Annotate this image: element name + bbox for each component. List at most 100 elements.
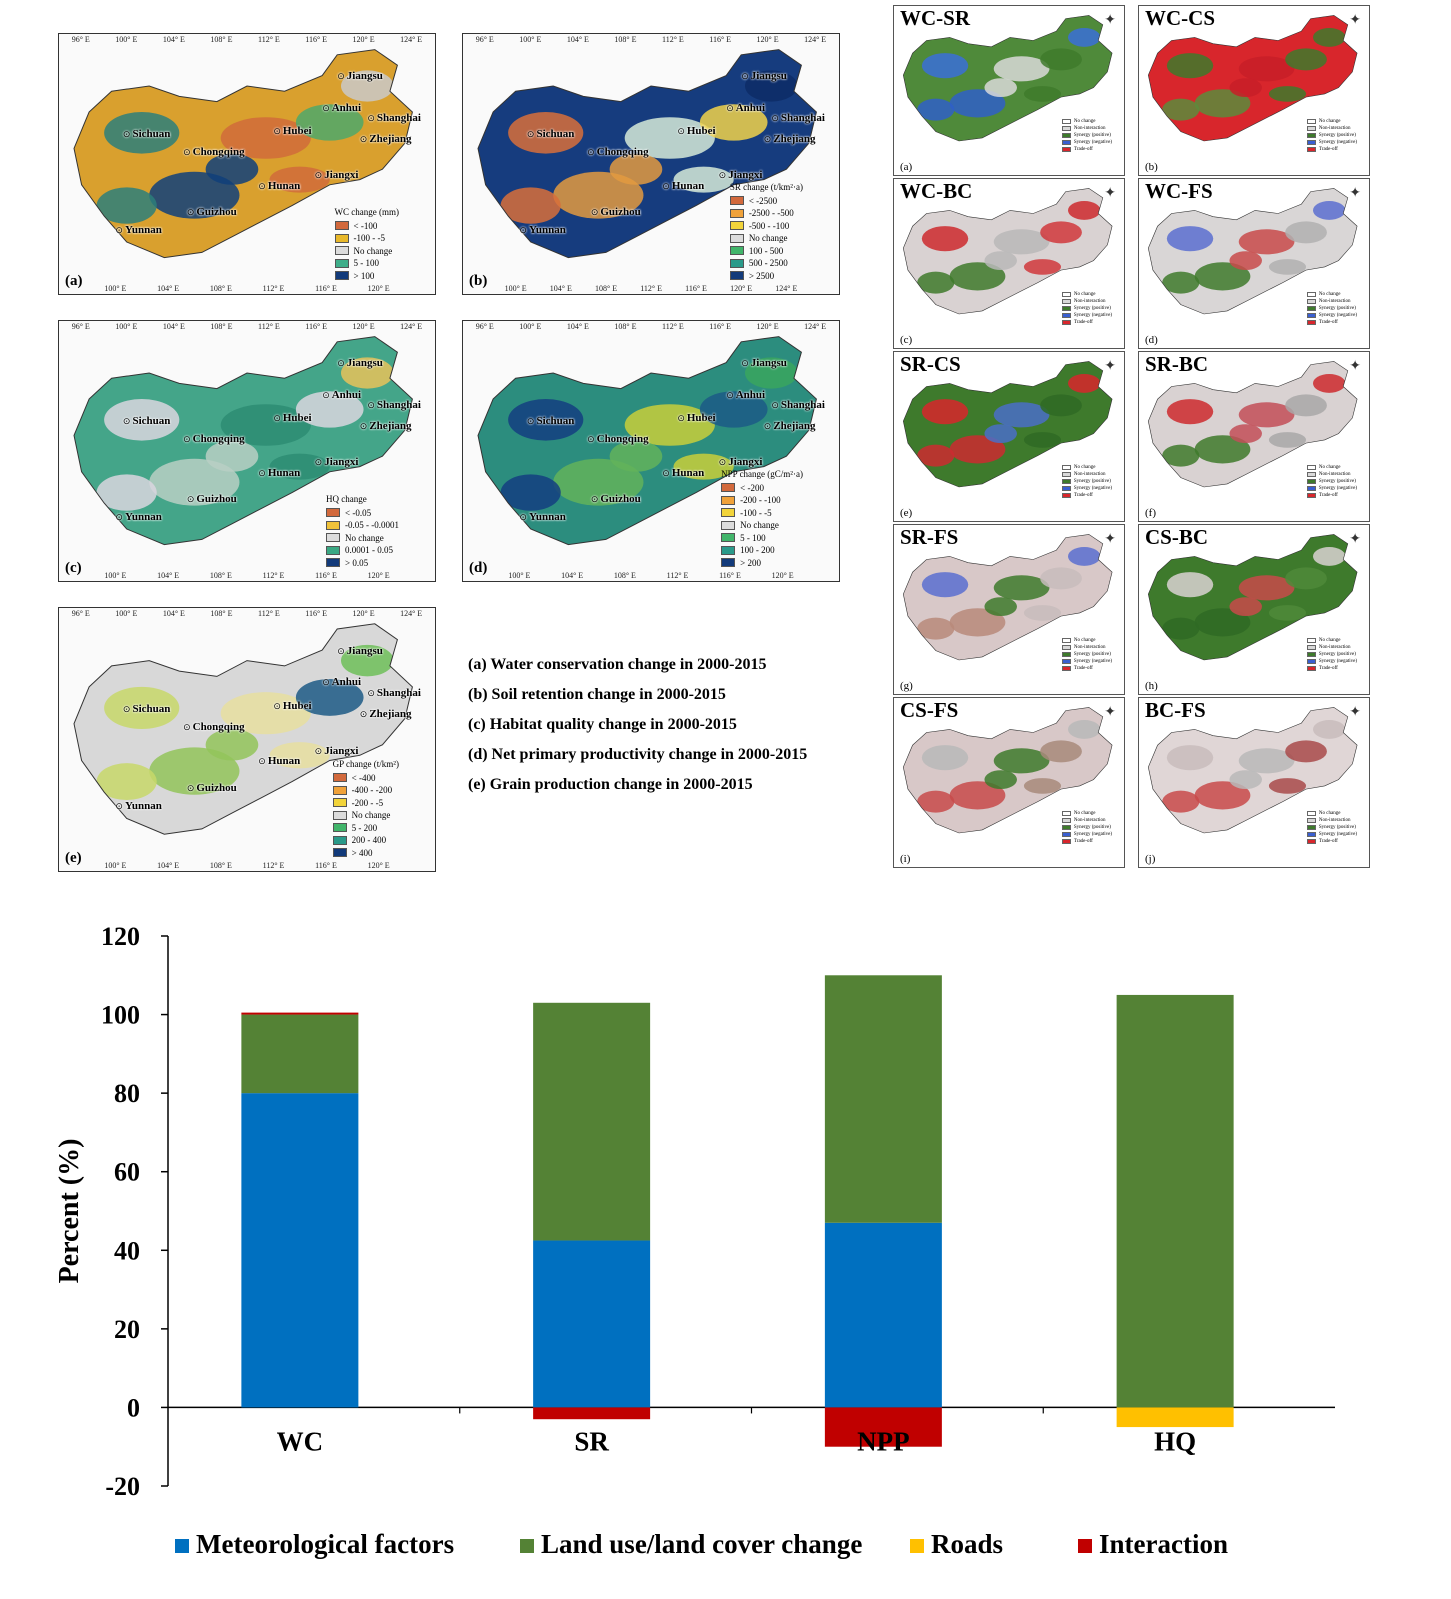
longitude-tick: 112° E	[257, 35, 280, 44]
city-label: Shanghai	[367, 112, 421, 124]
legend-label: No change	[1318, 811, 1341, 816]
legend-label: < -2500	[748, 195, 778, 206]
longitude-tick: 120° E	[352, 35, 375, 44]
legend-item: > 100	[334, 270, 399, 283]
relation-map-title: WC-CS	[1145, 6, 1216, 30]
city-label: Hunan	[258, 467, 300, 479]
legend-swatch	[1306, 839, 1316, 844]
legend-item: Synergy (negative)	[1061, 485, 1112, 492]
city-label: Jiangxi	[719, 169, 762, 181]
caption-e: (e) Grain production change in 2000-2015	[468, 776, 753, 793]
longitude-tick: 120° E	[367, 284, 390, 293]
legend-swatch	[721, 533, 736, 543]
legend-label: > 400	[351, 847, 373, 858]
relation-map-legend: No change Non-interaction Synergy (positiv…	[1061, 464, 1112, 499]
relation-map-legend: No change Non-interaction Synergy (positiv…	[1306, 118, 1357, 153]
legend-item: Non-interaction	[1061, 644, 1112, 651]
legend-item: Trade-off	[1061, 146, 1112, 153]
legend-swatch	[1061, 313, 1071, 318]
north-arrow-icon: ✦	[1104, 705, 1116, 720]
legend-item: No change	[721, 519, 803, 532]
legend-item: Non-interaction	[1306, 817, 1357, 824]
legend-label: Synergy (negative)	[1318, 486, 1357, 491]
y-tick-label: 0	[127, 1393, 140, 1422]
city-label: Anhui	[322, 389, 361, 401]
longitude-tick: 120° E	[756, 322, 779, 331]
legend-item: No change	[729, 232, 803, 245]
city-label: Zhejiang	[360, 420, 411, 432]
relation-map-cs-fs: CS-FS ✦ No change Non-interaction Synergy (p…	[893, 697, 1125, 868]
longitude-tick: 108° E	[209, 571, 232, 580]
legend-swatch	[1061, 652, 1071, 657]
map-panel-b: 96° E 100° E 104° E 108° E 112° E 116° E 120° …	[462, 33, 840, 295]
region-outline	[1147, 188, 1358, 315]
legend-label: No change	[353, 245, 393, 256]
region-outline	[1147, 534, 1358, 661]
longitude-tick: 108° E	[595, 284, 618, 293]
relation-map-title: WC-SR	[900, 6, 971, 30]
legend-swatch	[326, 520, 340, 530]
longitude-tick: 108° E	[209, 861, 232, 870]
map-legend: NPP change (gC/m²·a) < -200 -200 - -100 -10…	[721, 468, 803, 570]
legend-label: Synergy (positive)	[1318, 306, 1356, 311]
relation-map-bc-fs: BC-FS ✦ No change Non-interaction Synergy (p…	[1138, 697, 1370, 868]
region-fill	[1148, 15, 1358, 141]
legend-label: No change	[1073, 119, 1096, 124]
y-tick-label: 80	[114, 1079, 140, 1108]
legend-swatch	[1061, 126, 1071, 131]
legend-swatch	[1061, 147, 1071, 152]
x-category-label: SR	[574, 1426, 609, 1456]
north-arrow-icon: ✦	[1104, 186, 1116, 201]
legend-label: -500 - -100	[748, 220, 790, 231]
legend-item: Non-interaction	[1306, 125, 1357, 132]
legend-label: Synergy (negative)	[1073, 832, 1112, 837]
legend-item: Synergy (negative)	[1306, 658, 1357, 665]
longitude-tick: 100° E	[104, 571, 127, 580]
longitude-tick: 100° E	[519, 35, 542, 44]
relation-map-cs-bc: CS-BC ✦ No change Non-interaction Synergy (p…	[1138, 524, 1370, 695]
longitude-tick: 108° E	[209, 284, 232, 293]
legend-swatch	[1078, 1539, 1092, 1553]
legend-item: Trade-off	[1306, 319, 1357, 326]
city-label: Anhui	[726, 389, 765, 401]
legend-label: Trade-off	[1073, 493, 1093, 498]
legend-label: Trade-off	[1318, 493, 1338, 498]
legend-item: Non-interaction	[1061, 298, 1112, 305]
legend-label: Meteorological factors	[196, 1529, 454, 1559]
relation-map-legend: No change Non-interaction Synergy (positiv…	[1061, 291, 1112, 326]
panel-letter: (d)	[1145, 334, 1158, 346]
legend-item: Synergy (positive)	[1061, 305, 1112, 312]
y-axis-label: Percent (%)	[54, 1139, 85, 1284]
legend-item: 100 - 200	[721, 544, 803, 557]
legend-item: Synergy (negative)	[1306, 139, 1357, 146]
legend-label: > 200	[740, 557, 761, 568]
region-outline	[902, 15, 1113, 142]
legend-swatch	[729, 271, 744, 281]
city-label: Chongqing	[183, 146, 245, 158]
legend-swatch	[1061, 825, 1071, 830]
legend-swatch	[1061, 818, 1071, 823]
legend-item: Synergy (positive)	[1306, 305, 1357, 312]
legend-swatch	[729, 196, 744, 206]
legend-title: SR change (t/km²·a)	[729, 181, 803, 192]
legend-label: -100 - -5	[353, 233, 386, 244]
legend-item: -2500 - -500	[729, 207, 803, 220]
bottom-longitude-ticks: 100° E 104° E 108° E 112° E 116° E 120° E	[89, 861, 405, 870]
legend-swatch	[332, 798, 347, 808]
legend-swatch	[1061, 638, 1071, 643]
legend-label: Non-interaction	[1073, 299, 1106, 304]
legend-swatch	[1306, 292, 1316, 297]
legend-item: No change	[1306, 118, 1357, 125]
city-label: Shanghai	[771, 399, 825, 411]
longitude-tick: 104° E	[162, 609, 185, 618]
city-label: Hubei	[273, 125, 312, 137]
relation-map-canvas	[902, 361, 1113, 488]
longitude-tick: 104° E	[157, 284, 180, 293]
city-label: Sichuan	[123, 703, 170, 715]
y-tick-label: -20	[105, 1472, 140, 1501]
longitude-tick: 124° E	[400, 35, 423, 44]
legend-item: < -2500	[729, 195, 803, 208]
caption-list: (a) Water conservation change in 2000-20…	[468, 650, 807, 800]
city-label: Jiangxi	[315, 745, 358, 757]
caption-b: (b) Soil retention change in 2000-2015	[468, 686, 726, 703]
